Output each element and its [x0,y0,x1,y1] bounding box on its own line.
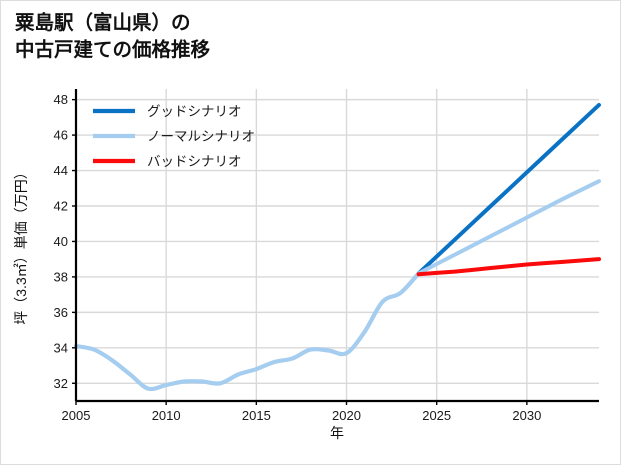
y-tick-label: 44 [54,163,68,178]
series-line-good [416,102,601,276]
series-line-bad [416,257,601,277]
legend-label-2: バッドシナリオ [147,154,242,169]
y-tick-labels: 32 34 36 38 40 42 44 46 48 [54,92,76,391]
x-tick-label: 2015 [242,408,271,423]
y-tick-label: 34 [54,340,68,355]
x-tick-label: 2030 [512,408,541,423]
y-tick-label: 38 [54,269,68,284]
x-tick-label: 2020 [332,408,361,423]
series-line-normal [416,179,601,276]
legend-label-1: ノーマルシナリオ [147,129,255,144]
y-tick-label: 46 [54,128,68,143]
y-axis-title: 坪（3.3㎡）単価（万円） [13,165,29,324]
series-line-actual [73,271,421,392]
y-tick-label: 40 [54,234,68,249]
x-tick-label: 2005 [62,408,91,423]
series-layer [73,102,601,392]
y-tick-label: 36 [54,305,68,320]
y-tick-label: 42 [54,199,68,214]
x-tick-label: 2025 [422,408,451,423]
legend-label-0: グッドシナリオ [147,104,242,119]
y-tick-label: 48 [54,92,68,107]
x-tick-labels: 2005 2010 2015 2020 2025 2030 [62,401,541,423]
y-tick-label: 32 [54,376,68,391]
x-tick-label: 2010 [152,408,181,423]
x-axis-title: 年 [330,425,344,441]
page-title: 粟島駅（富山県）の 中古戸建ての価格推移 [15,12,211,61]
